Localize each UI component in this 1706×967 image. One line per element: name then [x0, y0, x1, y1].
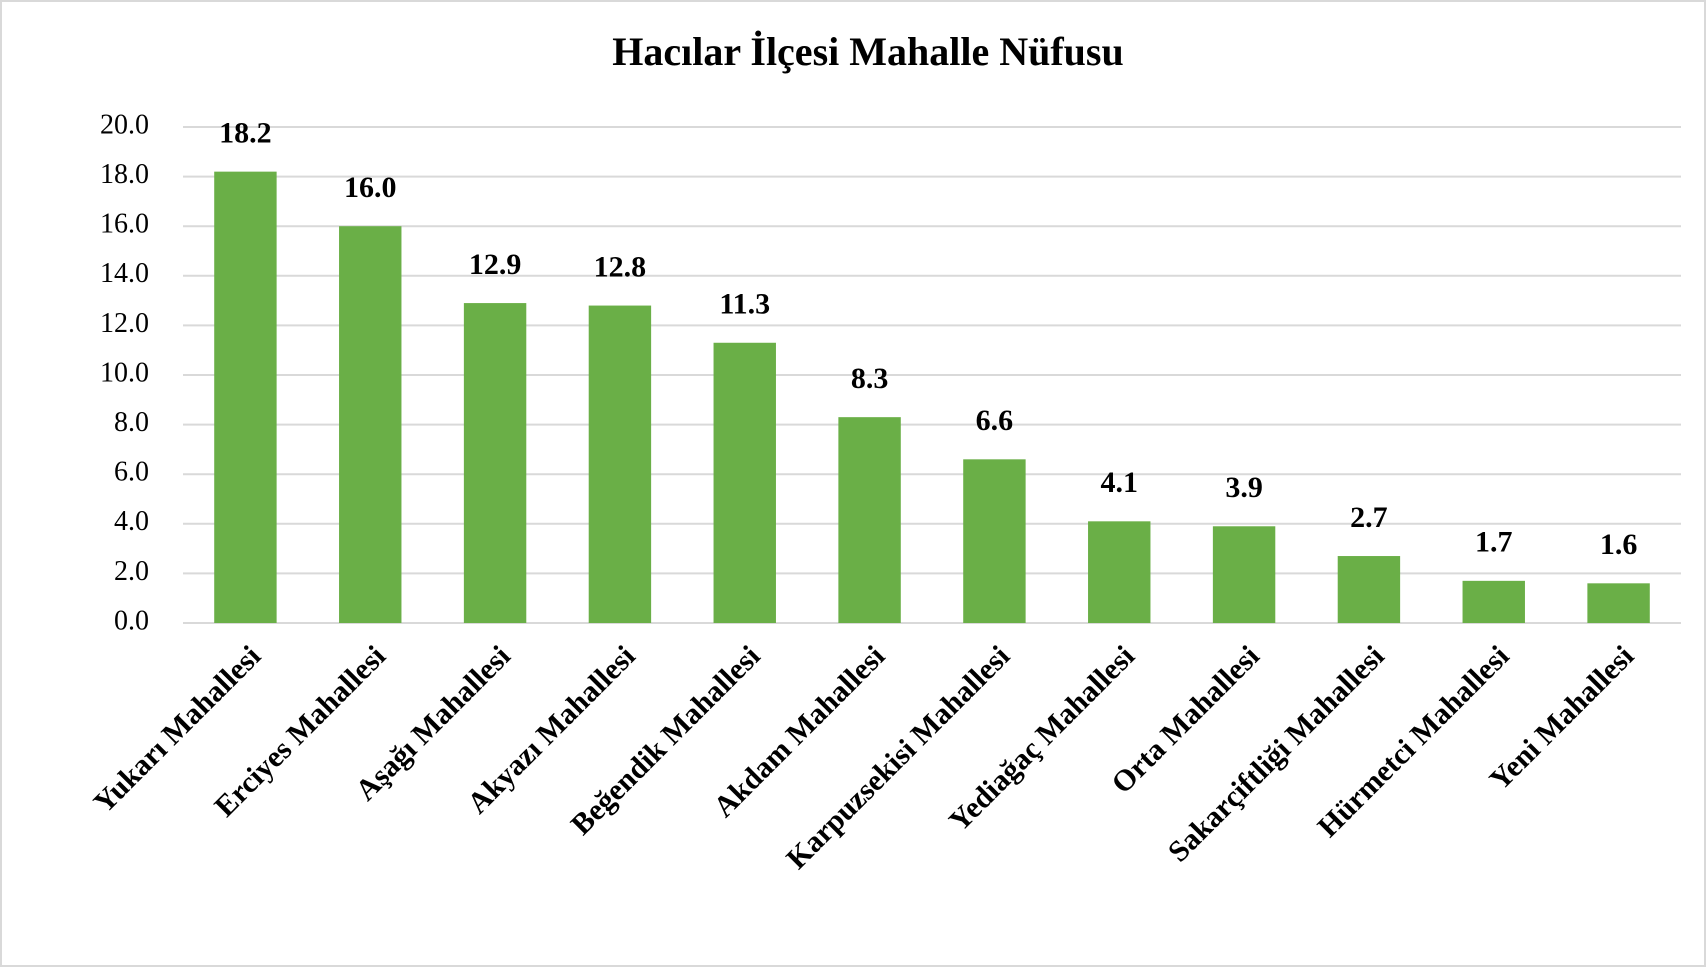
data-label: 11.3: [719, 288, 770, 321]
y-tick-label: 18.0: [100, 159, 149, 190]
y-tick-label: 12.0: [100, 308, 149, 339]
y-tick-label: 10.0: [100, 357, 149, 388]
data-label: 6.6: [976, 404, 1014, 437]
bar: [214, 171, 277, 623]
bar: [588, 305, 652, 623]
data-label: 16.0: [344, 171, 397, 204]
bar: [1088, 521, 1151, 623]
bar: [1337, 556, 1401, 623]
y-tick-label: 14.0: [100, 258, 149, 289]
y-tick-label: 6.0: [114, 457, 149, 488]
bar: [1462, 580, 1525, 623]
chart-title: Hacılar İlçesi Mahalle Nüfusu: [612, 29, 1123, 74]
data-label: 12.8: [594, 250, 647, 283]
y-tick-label: 20.0: [100, 109, 149, 140]
bar: [838, 417, 901, 623]
data-label: 18.2: [219, 117, 272, 150]
data-label: 3.9: [1225, 471, 1263, 504]
y-tick-label: 8.0: [114, 407, 149, 438]
y-tick-label: 0.0: [114, 605, 149, 636]
data-label: 2.7: [1350, 501, 1388, 534]
data-label: 1.6: [1600, 528, 1638, 561]
bar: [1587, 583, 1650, 623]
data-label: 4.1: [1101, 466, 1139, 499]
bar: [463, 303, 527, 623]
bar: [1212, 526, 1276, 623]
y-tick-label: 4.0: [114, 506, 149, 537]
bar: [339, 226, 402, 623]
data-label: 8.3: [851, 362, 889, 395]
y-tick-label: 16.0: [100, 209, 149, 240]
bar: [713, 342, 776, 623]
data-label: 1.7: [1475, 526, 1513, 559]
data-label: 12.9: [469, 248, 522, 281]
bar: [963, 459, 1026, 623]
y-tick-label: 2.0: [114, 556, 149, 587]
